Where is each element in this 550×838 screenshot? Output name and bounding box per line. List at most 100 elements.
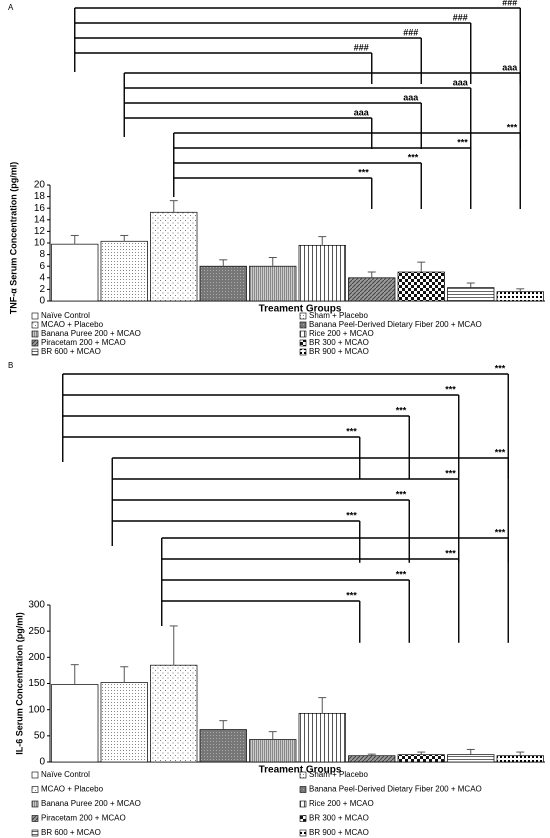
legend-label: Banana Puree 200 + MCAO	[41, 799, 141, 808]
legend-swatch	[299, 339, 307, 347]
bar	[199, 729, 247, 763]
y-tick-label: 12	[34, 226, 46, 237]
legend-label: Sham + Placebo	[309, 770, 368, 779]
legend-swatch	[31, 800, 39, 808]
bar	[199, 265, 247, 302]
legend-swatch	[31, 312, 39, 320]
legend-swatch	[299, 815, 307, 822]
x-axis-label: Treament Groups	[259, 765, 342, 776]
y-tick-label: 10	[34, 238, 46, 249]
legend-swatch	[31, 321, 39, 329]
significance-label: ***	[346, 590, 357, 600]
legend-label: Rice 200 + MCAO	[309, 799, 374, 808]
legend-swatch	[31, 771, 39, 779]
significance-label: ***	[445, 468, 456, 478]
bar	[298, 712, 346, 763]
y-tick-label: 150	[28, 678, 45, 689]
bar	[51, 684, 99, 763]
y-tick-label: 18	[34, 191, 46, 202]
y-tick-label: 300	[28, 600, 45, 611]
bar	[249, 739, 297, 763]
y-axis-label: TNF-α Serum Concentration (pg/ml)	[8, 162, 18, 315]
legend-swatch	[31, 829, 39, 837]
bar	[249, 265, 297, 302]
y-tick-label: 6	[39, 261, 45, 272]
y-tick-label: 16	[34, 203, 46, 214]
significance-label: ***	[495, 447, 506, 457]
bar	[348, 755, 396, 763]
legend-swatch	[299, 800, 307, 808]
significance-label: ***	[495, 527, 506, 537]
significance-label: aaa	[453, 77, 469, 87]
bar	[496, 291, 544, 302]
legend-label: Piracetam 200 + MCAO	[41, 814, 126, 823]
significance-label: ###	[403, 27, 418, 37]
bar	[298, 244, 346, 302]
significance-label: ###	[502, 0, 517, 7]
significance-label: ***	[346, 510, 357, 520]
significance-label: ***	[396, 405, 407, 415]
legend-label: BR 300 + MCAO	[309, 338, 369, 347]
significance-label: ***	[346, 426, 357, 436]
legend-swatch	[299, 348, 307, 356]
legend-label: Rice 200 + MCAO	[309, 329, 374, 338]
significance-label: ***	[396, 569, 407, 579]
significance-label: ***	[507, 122, 518, 132]
significance-label: ###	[453, 12, 468, 22]
y-tick-label: 14	[34, 214, 46, 225]
legend-label: Sham + Placebo	[309, 311, 368, 320]
bar	[447, 754, 495, 763]
bar	[51, 243, 99, 302]
legend-label: Naïve Control	[41, 770, 90, 779]
y-tick-label: 0	[39, 296, 45, 307]
bar	[100, 682, 148, 763]
legend-swatch	[299, 330, 307, 338]
legend-swatch	[299, 321, 307, 329]
significance-label: aaa	[502, 62, 518, 72]
legend-label: BR 300 + MCAO	[309, 814, 369, 823]
bar	[150, 664, 198, 763]
y-tick-label: 200	[28, 652, 45, 663]
bar	[397, 271, 445, 302]
significance-label: aaa	[354, 107, 370, 117]
legend-swatch	[31, 786, 39, 793]
bar	[496, 755, 544, 763]
legend-swatch	[31, 815, 39, 822]
legend-swatch	[31, 330, 39, 338]
y-tick-label: 8	[39, 249, 45, 260]
y-tick-label: 50	[34, 730, 46, 741]
legend-swatch	[299, 786, 307, 793]
legend-swatch	[299, 829, 307, 837]
significance-label: ***	[358, 167, 369, 177]
significance-label: ***	[495, 363, 506, 373]
legend-swatch	[299, 771, 307, 779]
significance-label: ***	[457, 137, 468, 147]
legend-label: BR 600 + MCAO	[41, 347, 101, 356]
significance-label: ###	[354, 42, 369, 52]
legend-label: Naïve Control	[41, 311, 90, 320]
panel-label: A	[8, 3, 14, 12]
bar	[397, 754, 445, 763]
legend-label: BR 900 + MCAO	[309, 347, 369, 356]
y-tick-label: 100	[28, 704, 45, 715]
y-tick-label: 4	[39, 272, 45, 283]
bar	[100, 240, 148, 302]
y-tick-label: 0	[39, 757, 45, 768]
x-axis-label: Treament Groups	[259, 304, 342, 315]
bar	[348, 277, 396, 302]
legend-label: BR 600 + MCAO	[41, 828, 101, 837]
significance-label: ***	[445, 384, 456, 394]
significance-label: aaa	[403, 92, 419, 102]
legend-label: Banana Peel-Derived Dietary Fiber 200 + …	[309, 785, 482, 794]
legend-label: MCAO + Placebo	[41, 785, 104, 794]
bar	[447, 287, 495, 302]
legend-label: MCAO + Placebo	[41, 320, 104, 329]
y-axis-label: IL-6 Serum Concentration (pg/ml)	[14, 612, 24, 755]
significance-label: ***	[396, 489, 407, 499]
legend-label: Piracetam 200 + MCAO	[41, 338, 126, 347]
y-tick-label: 250	[28, 626, 45, 637]
legend-label: Banana Puree 200 + MCAO	[41, 329, 141, 338]
significance-label: ***	[408, 152, 419, 162]
y-tick-label: 20	[34, 180, 46, 191]
